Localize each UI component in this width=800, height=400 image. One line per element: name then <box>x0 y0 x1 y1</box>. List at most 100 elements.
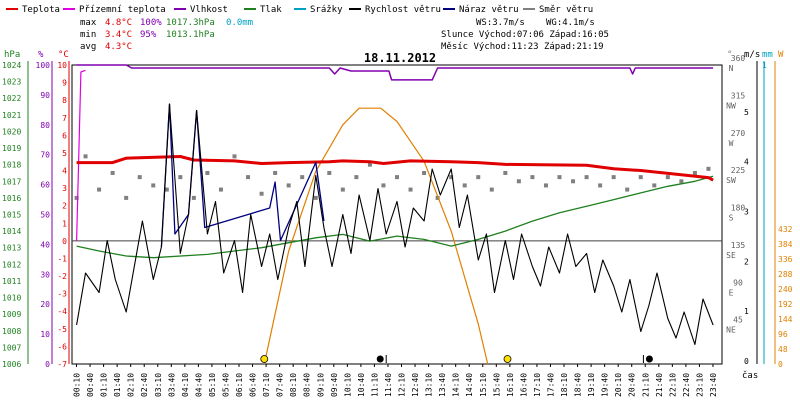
wind-dir-point <box>97 187 102 192</box>
w-tick-label: 432 <box>778 225 793 234</box>
x-tick-label: 08:40 <box>303 373 312 397</box>
stat-max-label: max <box>80 18 97 28</box>
wind-dir-point <box>665 175 670 180</box>
wind-dir-point <box>679 179 684 184</box>
stat-avg-label: avg <box>80 42 96 52</box>
x-tick-label: 23:10 <box>695 373 704 397</box>
pct-tick-label: 100 <box>36 61 51 70</box>
degc-tick-label: -6 <box>57 342 67 351</box>
stat-max-press: 1017.3hPa <box>166 18 215 28</box>
wind-dir-point <box>354 175 359 180</box>
degc-tick-label: -5 <box>57 325 67 334</box>
x-tick-label: 21:40 <box>655 373 664 397</box>
pct-tick-label: 60 <box>40 181 50 190</box>
hpa-tick-label: 1011 <box>2 277 21 286</box>
hpa-tick-label: 1023 <box>2 78 21 87</box>
wind-dir-point <box>259 191 264 196</box>
hpa-tick-label: 1021 <box>2 111 21 120</box>
hpa-tick-label: 1020 <box>2 127 21 136</box>
wind-dir-point <box>638 175 643 180</box>
w-tick-label: 192 <box>778 300 793 309</box>
degc-tick-label: 1 <box>62 219 67 228</box>
wind-dir-point <box>300 175 305 180</box>
ms-tick-label: 1 <box>744 307 749 316</box>
wind-dir-point <box>191 195 196 200</box>
astro-info: WS:3.7m/s WG:4.1m/s Slunce Východ:07:06 … <box>441 18 609 52</box>
ground-temp-line <box>76 69 86 241</box>
hpa-tick-label: 1009 <box>2 310 21 319</box>
x-tick-label: 03:40 <box>167 373 176 397</box>
x-tick-label: 10:40 <box>357 373 366 397</box>
x-tick-label: 03:10 <box>154 373 163 397</box>
dir-tick-value: 135 <box>731 241 746 250</box>
wind-dir-point <box>340 187 345 192</box>
wind-dir-point <box>516 179 521 184</box>
wind-dir-point <box>706 166 711 171</box>
dir-tick-name: NE <box>726 326 736 335</box>
wind-dir-point <box>286 183 291 188</box>
stat-min-hum: 95% <box>140 30 157 40</box>
legend-label: Srážky <box>310 5 343 15</box>
dir-tick-value: 45 <box>733 316 743 325</box>
plot-area <box>74 64 714 365</box>
moonrise-icon <box>376 355 384 363</box>
dir-tick-name: S <box>729 214 734 223</box>
wind-dir-point <box>137 175 142 180</box>
x-tick-label: 09:10 <box>316 373 325 397</box>
x-tick-label: 06:40 <box>249 373 258 397</box>
info-wg: WG:4.1m/s <box>546 18 595 28</box>
wind-dir-point <box>110 170 115 175</box>
hpa-tick-label: 1018 <box>2 161 21 170</box>
x-tick-label: 02:10 <box>127 373 136 397</box>
stat-min-temp: 3.4°C <box>105 30 132 40</box>
wind-dir-point <box>611 175 616 180</box>
stat-max-temp: 4.8°C <box>105 18 132 28</box>
wind-dir-point <box>476 175 481 180</box>
degc-tick-label: 7 <box>62 114 67 123</box>
x-tick-label: 13:10 <box>425 373 434 397</box>
x-tick-labels: 00:10 00:40 01:10 01:40 02:10 02:40 03:10 03:40… <box>73 364 718 397</box>
unit-pct: % <box>38 50 44 60</box>
degc-tick-label: -7 <box>57 360 67 369</box>
dir-tick-name: SE <box>726 251 736 260</box>
w-tick-label: 144 <box>778 315 793 324</box>
wind-dir-point <box>571 179 576 184</box>
wind-dir-point <box>205 170 210 175</box>
unit-w: W <box>778 50 784 60</box>
legend-label: Rychlost větru <box>365 5 441 15</box>
hpa-tick-label: 1008 <box>2 327 21 336</box>
x-tick-label: 00:10 <box>73 373 82 397</box>
degc-tick-label: 3 <box>62 184 67 193</box>
unit-degc: °C <box>58 50 69 60</box>
legend-label: Náraz větru <box>459 5 519 15</box>
degc-tick-label: 10 <box>57 61 67 70</box>
axes: hPa% °C m/s° mm W102410231022102110201019101… <box>2 50 793 369</box>
unit-mm: mm <box>762 50 773 60</box>
x-tick-label: 19:10 <box>587 373 596 397</box>
legend-label: Přízemní teplota <box>79 5 166 15</box>
hpa-tick-label: 1010 <box>2 294 21 303</box>
x-tick-label: 20:40 <box>628 373 637 397</box>
wind-dir-point <box>327 170 332 175</box>
wind-dir-point <box>151 183 156 188</box>
x-tick-label: 15:10 <box>479 373 488 397</box>
x-tick-label: 21:10 <box>641 373 650 397</box>
wind-dir-point <box>367 162 372 167</box>
humidity-line <box>76 64 714 81</box>
wind-dir-point <box>652 183 657 188</box>
sunrise-icon <box>260 355 269 363</box>
legend-label: Teplota <box>22 5 60 15</box>
wind-dir-point <box>395 175 399 180</box>
stats-block: max 4.8°C 100% 1017.3hPa 0.0mm min 3.4°C… <box>80 18 253 52</box>
hpa-tick-label: 1012 <box>2 260 21 269</box>
plot-frame <box>71 64 723 365</box>
x-tick-label: 06:10 <box>235 373 244 397</box>
x-tick-label: 22:10 <box>668 373 677 397</box>
wind-dir-point <box>381 183 386 188</box>
x-axis-label: čas <box>742 370 758 381</box>
legend: Teplota Přízemní teplota Vlhkost Tlak Srážky… <box>6 5 593 15</box>
x-tick-label: 18:40 <box>574 373 583 397</box>
pct-tick-label: 10 <box>40 330 50 339</box>
